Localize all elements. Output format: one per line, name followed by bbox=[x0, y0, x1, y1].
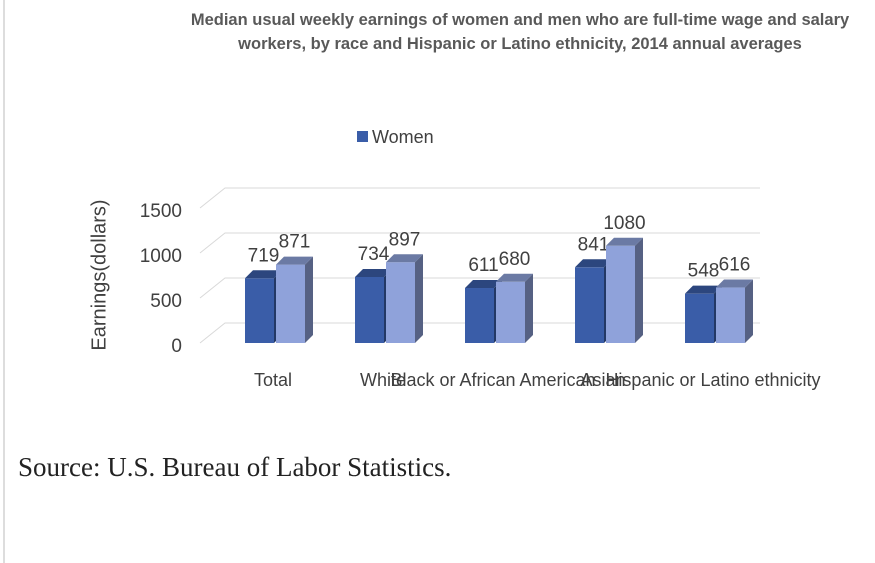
legend-swatch bbox=[357, 131, 368, 142]
bar-top bbox=[496, 273, 533, 282]
data-label: 611 bbox=[468, 255, 498, 276]
y-tick-label: 1000 bbox=[140, 246, 182, 267]
bar-top bbox=[386, 254, 423, 263]
source-note: Source: U.S. Bureau of Labor Statistics. bbox=[18, 452, 452, 482]
bar bbox=[276, 264, 305, 343]
grid-line bbox=[199, 187, 760, 209]
x-tick-label: White bbox=[360, 370, 406, 390]
data-label: 841 bbox=[578, 234, 610, 255]
bar bbox=[685, 293, 714, 343]
data-label: 719 bbox=[248, 245, 280, 266]
x-tick-label: Total bbox=[254, 370, 292, 390]
legend-label: Women bbox=[372, 127, 434, 147]
bar-top bbox=[355, 268, 392, 277]
data-label: 871 bbox=[279, 232, 311, 253]
bar bbox=[716, 287, 745, 343]
data-label: 680 bbox=[499, 249, 531, 270]
bar-side bbox=[745, 279, 753, 343]
bar-side bbox=[635, 237, 643, 343]
y-tick-label: 0 bbox=[171, 336, 182, 357]
bar-top bbox=[716, 279, 753, 288]
bar-top bbox=[465, 280, 502, 289]
grid-line bbox=[199, 232, 760, 254]
x-tick-label: Black or African American bbox=[390, 370, 595, 390]
x-tick-label: Asian bbox=[580, 370, 625, 390]
bar-top bbox=[245, 270, 282, 279]
bar-top bbox=[685, 285, 722, 294]
bar-side bbox=[525, 273, 533, 343]
y-tick-label: 1500 bbox=[140, 201, 182, 222]
bar bbox=[575, 267, 604, 343]
y-axis-label: Earnings(dollars) bbox=[88, 199, 110, 350]
bar-side bbox=[415, 254, 423, 343]
y-tick-label: 500 bbox=[150, 291, 182, 312]
bar bbox=[496, 281, 525, 343]
data-label: 897 bbox=[389, 229, 421, 250]
x-tick-label: Hispanic or Latino ethnicity bbox=[605, 370, 820, 390]
bar-top bbox=[575, 259, 612, 268]
bar-top bbox=[606, 237, 643, 246]
bar bbox=[386, 262, 415, 343]
bar bbox=[465, 288, 494, 343]
data-label: 616 bbox=[719, 255, 751, 276]
bar-side bbox=[305, 256, 313, 343]
data-label: 1080 bbox=[603, 213, 645, 234]
data-label: 734 bbox=[358, 244, 390, 265]
bar bbox=[245, 278, 274, 343]
data-label: 548 bbox=[688, 261, 720, 282]
bar bbox=[606, 245, 635, 343]
bar-top bbox=[276, 256, 313, 265]
chart-title: Median usual weekly earnings of women an… bbox=[190, 11, 850, 53]
bar bbox=[355, 276, 384, 343]
